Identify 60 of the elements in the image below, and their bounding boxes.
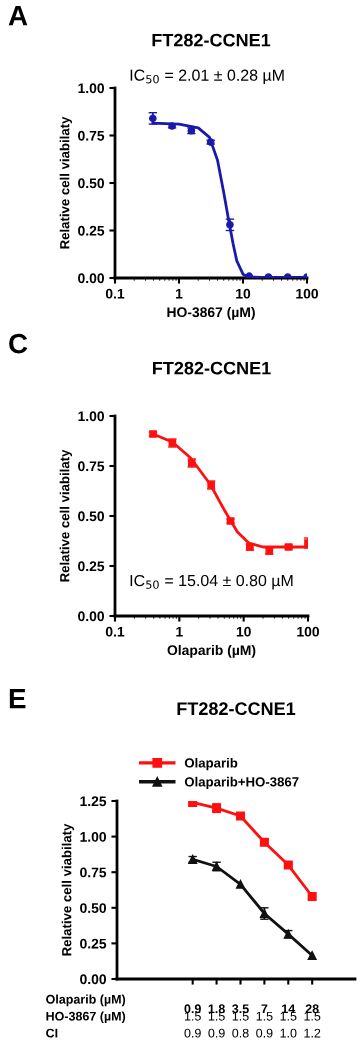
annotation: IC$_{50}$ = 15.04 ± 0.80 µM <box>130 574 293 590</box>
text: HO-3867 (µM) <box>46 1011 126 1024</box>
text: 1.2 <box>304 1028 321 1038</box>
text: E <box>9 689 26 709</box>
x-tick-label: 1 <box>176 626 183 637</box>
point <box>259 837 269 847</box>
text: 0.9 <box>256 1028 273 1038</box>
x-tick-label: 10 <box>236 626 251 637</box>
y-axis-title: Relative cell viabilaty <box>59 116 72 249</box>
y-tick-label: 0.25 <box>78 561 105 572</box>
y-axis-title: Relative cell viabilaty <box>61 823 74 956</box>
y-tick-label: 0.75 <box>78 461 105 472</box>
text: 0.9 <box>208 1028 225 1038</box>
text: IC$_{50}$ = 2.01 ± 0.28 µM <box>130 69 284 84</box>
text: 1.0 <box>280 1028 297 1038</box>
y-tick-label: 1.00 <box>78 411 105 422</box>
chart-title: FT282-CCNE1 <box>177 702 296 716</box>
y-tick-label: 0.50 <box>80 903 107 913</box>
text: 1.5 <box>256 1011 273 1021</box>
x-tick-label: 10 <box>236 288 251 299</box>
text: 0.9 <box>184 1028 201 1038</box>
y-tick-label: 0.25 <box>80 938 107 949</box>
x-tick-label: 100 <box>297 626 320 637</box>
x-tick-label: 28 <box>305 1004 319 1014</box>
y-tick-label: 1.00 <box>78 83 105 94</box>
point <box>307 891 317 901</box>
x-tick-label: 3.5 <box>232 1004 249 1014</box>
y-axis-title: Relative cell viabilaty <box>59 449 72 582</box>
x-tick-label: 0.1 <box>105 626 125 637</box>
y-tick-label: 0.75 <box>80 867 107 878</box>
y-tick-label: 0.50 <box>78 511 105 522</box>
text: CI <box>46 1028 58 1038</box>
y-tick-label: 0.75 <box>78 130 105 141</box>
x-tick-label: 0.9 <box>184 1004 201 1014</box>
text: 0.8 <box>232 1028 249 1038</box>
x-axis-title: Olaparib (µM) <box>167 644 256 658</box>
x-tick-label: 0.1 <box>105 288 125 299</box>
x-tick-label: 100 <box>296 288 319 299</box>
y-tick-label: 0.50 <box>78 178 105 189</box>
y-tick-label: 1.25 <box>80 796 107 807</box>
y-tick-label: 1.00 <box>80 831 107 842</box>
y-tick-label: 0.00 <box>78 273 105 284</box>
y-tick-label: 0.25 <box>78 225 105 236</box>
x-tick-label: 7 <box>261 1004 268 1014</box>
chart-title: FT282-CCNE1 <box>153 361 271 375</box>
legend-label: Olaparib <box>184 757 238 771</box>
x-tick-label: 14 <box>282 1004 296 1014</box>
chart-title: FT282-CCNE1 <box>152 33 271 47</box>
point <box>235 879 245 889</box>
x-tick-label: 1.8 <box>208 1004 225 1014</box>
y-tick-label: 0.00 <box>78 611 105 622</box>
x-axis-title: HO-3867 (µM) <box>167 306 255 320</box>
legend-label: Olaparib+HO-3867 <box>184 776 299 790</box>
text: C <box>9 333 28 354</box>
x-axis-title: Olaparib (µM) <box>46 994 126 1007</box>
x-tick-label: 1 <box>176 288 183 299</box>
point <box>307 950 317 961</box>
text: A <box>8 6 28 26</box>
y-tick-label: 0.00 <box>80 974 107 985</box>
point <box>235 811 245 821</box>
